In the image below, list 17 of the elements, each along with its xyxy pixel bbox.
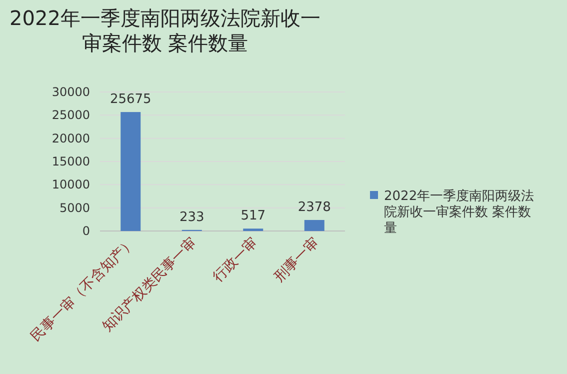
data-label: 25675 bbox=[110, 92, 152, 108]
bar bbox=[120, 112, 141, 231]
y-tick-label: 20000 bbox=[52, 131, 90, 146]
x-tick-label: 刑事一审 bbox=[271, 234, 322, 286]
data-label: 517 bbox=[240, 208, 266, 224]
y-tick-label: 5000 bbox=[59, 200, 90, 215]
data-label: 233 bbox=[179, 210, 204, 225]
data-label: 2378 bbox=[298, 200, 331, 215]
x-tick-label: 行政一审 bbox=[210, 234, 261, 286]
y-tick-label: 0 bbox=[82, 224, 90, 238]
y-tick-label: 15000 bbox=[52, 154, 90, 168]
y-tick-label: 25000 bbox=[52, 108, 90, 122]
y-tick-label: 10000 bbox=[52, 178, 90, 192]
legend: 2022年一季度南阳两级法院新收一审案件数 案件数量 bbox=[384, 189, 534, 236]
bar bbox=[304, 220, 324, 231]
title: 2022年一季度南阳两级法院新收一审案件数 案件数量 bbox=[10, 6, 320, 55]
y-tick-label: 30000 bbox=[52, 85, 90, 99]
